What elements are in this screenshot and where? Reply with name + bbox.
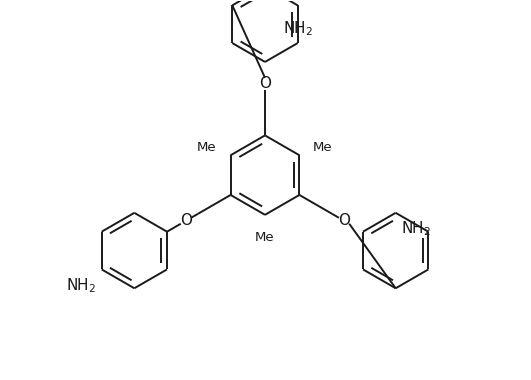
Text: NH$_2$: NH$_2$ bbox=[282, 19, 313, 38]
Text: Me: Me bbox=[197, 141, 217, 154]
Text: NH$_2$: NH$_2$ bbox=[401, 219, 431, 238]
Text: O: O bbox=[259, 76, 271, 91]
Text: NH$_2$: NH$_2$ bbox=[66, 276, 97, 294]
Text: Me: Me bbox=[313, 141, 333, 154]
Text: Me: Me bbox=[255, 231, 275, 244]
Text: O: O bbox=[338, 213, 350, 228]
Text: O: O bbox=[180, 213, 192, 228]
